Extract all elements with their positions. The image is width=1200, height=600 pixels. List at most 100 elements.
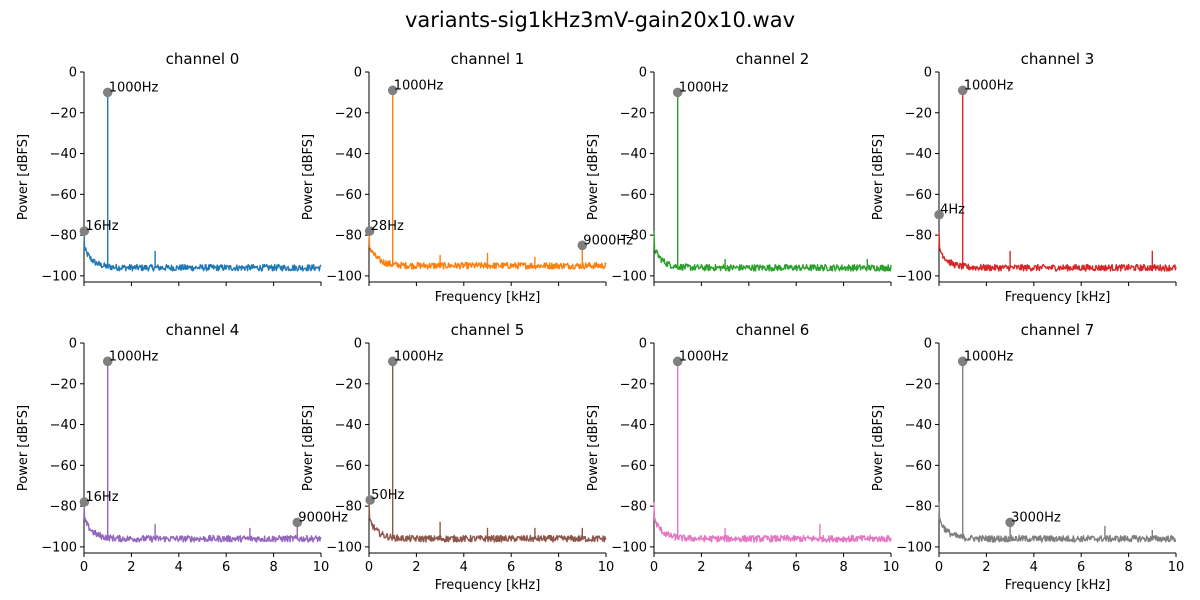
peak-marker: [79, 226, 90, 236]
panel-title: channel 4: [166, 321, 240, 339]
y-tick-label: −100: [326, 269, 362, 284]
x-tick-label: 4: [745, 560, 753, 575]
peak-marker: [1005, 517, 1015, 528]
x-axis-label: Frequency [kHz]: [435, 290, 541, 305]
y-axis-label: Power [dBFS]: [586, 134, 601, 220]
y-tick-label: −100: [41, 540, 77, 555]
y-tick-label: 0: [924, 337, 932, 352]
y-tick-label: −80: [905, 229, 932, 244]
peak-marker: [957, 356, 968, 367]
x-axis-label: Frequency [kHz]: [1005, 290, 1111, 305]
y-tick-label: −60: [335, 459, 362, 474]
y-tick-label: −40: [335, 418, 362, 433]
x-tick-label: 8: [554, 560, 562, 575]
peak-label: 1000Hz: [964, 349, 1014, 364]
y-tick-label: −60: [335, 188, 362, 203]
y-tick-label: −40: [620, 418, 647, 433]
figure-title: variants-sig1kHz3mV-gain20x10.wav: [404, 8, 796, 32]
peak-label: 4Hz: [940, 203, 965, 218]
peak-label: 1000Hz: [109, 80, 159, 95]
peak-marker: [957, 85, 968, 96]
x-tick-label: 0: [650, 560, 658, 575]
y-tick-label: 0: [639, 66, 647, 81]
peak-label: 1000Hz: [109, 349, 159, 364]
y-tick-label: −80: [50, 500, 77, 515]
peak-label: 3000Hz: [1011, 510, 1061, 525]
peak-label: 1000Hz: [679, 349, 729, 364]
y-tick-label: −40: [905, 147, 932, 162]
peak-label: 1000Hz: [964, 78, 1014, 93]
x-tick-label: 10: [1168, 560, 1185, 575]
x-tick-label: 10: [313, 560, 330, 575]
peak-marker: [79, 497, 90, 507]
y-tick-label: −40: [50, 147, 77, 162]
y-tick-label: −20: [905, 106, 932, 121]
y-tick-label: 0: [639, 337, 647, 352]
y-tick-label: −60: [620, 188, 647, 203]
y-tick-label: −100: [326, 540, 362, 555]
peak-marker: [292, 517, 303, 528]
peak-marker: [672, 87, 683, 98]
x-tick-label: 4: [1030, 560, 1038, 575]
x-axis-label: Frequency [kHz]: [1005, 578, 1111, 593]
y-tick-label: 0: [354, 66, 362, 81]
x-tick-label: 6: [792, 560, 800, 575]
y-tick-label: −40: [620, 147, 647, 162]
x-tick-label: 0: [365, 560, 373, 575]
y-tick-label: −40: [50, 418, 77, 433]
y-tick-label: −20: [335, 106, 362, 121]
panel-title: channel 0: [166, 50, 240, 68]
panel-title: channel 5: [451, 321, 525, 339]
x-tick-label: 10: [598, 560, 615, 575]
y-tick-label: −20: [50, 377, 77, 392]
x-tick-label: 6: [222, 560, 230, 575]
y-tick-label: −20: [335, 377, 362, 392]
y-tick-label: −60: [905, 459, 932, 474]
panel-title: channel 3: [1021, 50, 1095, 68]
panel-channel-3: channel 3 0 −20 −40 −60 −80 −100 Power [dBFS] Fr…: [871, 50, 1177, 305]
panel-channel-1: channel 1 0 −20 −40 −60 −80 −100 Power [dBFS] Fr…: [301, 50, 633, 305]
peak-label: 16Hz: [85, 219, 118, 234]
y-tick-label: −80: [335, 500, 362, 515]
y-tick-label: 0: [354, 337, 362, 352]
y-tick-label: −20: [50, 106, 77, 121]
panel-channel-2: channel 2 0 −20 −40 −60 −80 −100 Power [dBFS] 10…: [586, 50, 892, 286]
panel-title: channel 2: [736, 50, 810, 68]
peak-marker: [672, 356, 683, 367]
y-tick-label: −80: [335, 229, 362, 244]
y-tick-label: 0: [924, 66, 932, 81]
y-axis-label: Power [dBFS]: [16, 405, 31, 491]
x-tick-label: 0: [80, 560, 88, 575]
panel-channel-0: channel 0 0 −20 −40 −60 −80 −100 Power [dBFS] 16…: [16, 50, 322, 286]
x-tick-label: 8: [269, 560, 277, 575]
y-axis-label: Power [dBFS]: [301, 405, 316, 491]
peak-marker: [102, 356, 113, 367]
x-tick-label: 2: [127, 560, 135, 575]
y-tick-label: −80: [50, 229, 77, 244]
y-axis-label: Power [dBFS]: [871, 405, 886, 491]
y-axis-label: Power [dBFS]: [301, 134, 316, 220]
spectrum-line: [368, 360, 607, 543]
x-tick-label: 2: [412, 560, 420, 575]
spectrum-line: [368, 89, 607, 270]
y-tick-label: −20: [620, 377, 647, 392]
spectrum-line: [83, 360, 322, 543]
x-tick-label: 4: [175, 560, 183, 575]
y-tick-label: −60: [50, 459, 77, 474]
y-tick-label: −60: [50, 188, 77, 203]
y-tick-label: −100: [896, 540, 932, 555]
spectrum-line: [938, 89, 1177, 272]
peak-marker: [102, 87, 113, 98]
panel-title: channel 6: [736, 321, 810, 339]
peak-label: 1000Hz: [679, 80, 729, 95]
peak-marker: [365, 495, 375, 505]
peak-label: 28Hz: [371, 219, 404, 234]
x-tick-label: 6: [507, 560, 515, 575]
spectrum-line: [83, 91, 322, 272]
x-axis-label: Frequency [kHz]: [435, 578, 541, 593]
y-tick-label: −40: [335, 147, 362, 162]
y-tick-label: −20: [620, 106, 647, 121]
